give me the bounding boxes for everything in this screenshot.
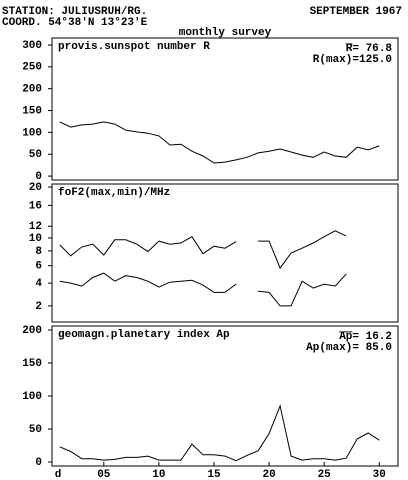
- y-tick-label: 0: [35, 457, 42, 469]
- y-tick-label: 16: [29, 200, 42, 212]
- coordinates: COORD. 54°38'N 13°23'E: [2, 17, 148, 29]
- x-tick-label: 15: [207, 469, 221, 480]
- y-tick-label: 300: [22, 40, 42, 52]
- y-tick-label: 100: [22, 127, 42, 139]
- y-tick-label: 12: [29, 221, 42, 233]
- y-tick-label: 200: [22, 84, 42, 96]
- y-tick-label: 6: [35, 261, 42, 273]
- panel-title: provis.sunspot number R: [58, 41, 210, 53]
- station: STATION: JULIUSRUH/RG.: [2, 6, 147, 18]
- x-axis-label: d: [55, 469, 62, 480]
- annotation: R(max)=125.0: [313, 54, 392, 66]
- data-line: [59, 230, 347, 270]
- panel-frame: [51, 37, 399, 181]
- y-tick-label: 150: [22, 358, 42, 370]
- data-line: [59, 121, 380, 164]
- panel-frame: [51, 183, 399, 323]
- y-tick-label: 100: [22, 391, 42, 403]
- y-tick-label: 50: [29, 424, 42, 436]
- y-tick-label: 200: [22, 325, 42, 337]
- data-line: [59, 404, 380, 462]
- y-tick-label: 0: [35, 171, 42, 183]
- y-tick-label: 20: [29, 182, 42, 194]
- x-tick-label: 25: [318, 469, 332, 480]
- annotation: R= 76.8: [346, 43, 393, 55]
- y-tick-label: 250: [22, 62, 42, 74]
- panel-title: foF2(max,min)/MHz: [58, 187, 170, 199]
- y-tick-label: 50: [29, 149, 42, 161]
- x-tick-label: 05: [97, 469, 111, 480]
- panel-title: geomagn.planetary index Ap: [58, 329, 230, 341]
- x-tick-label: 20: [262, 469, 275, 480]
- x-tick-label: 30: [373, 469, 386, 480]
- data-line: [59, 272, 347, 307]
- y-tick-label: 10: [29, 233, 42, 245]
- month: SEPTEMBER 1967: [310, 6, 402, 18]
- y-tick-label: 4: [35, 278, 42, 290]
- y-tick-label: 150: [22, 105, 42, 117]
- annotation: Ap(max)= 85.0: [306, 342, 392, 354]
- annotation: Ap= 16.2: [339, 331, 392, 343]
- x-tick-label: 10: [152, 469, 165, 480]
- y-tick-label: 2: [35, 301, 42, 313]
- y-tick-label: 8: [35, 246, 42, 258]
- subtitle: monthly survey: [179, 27, 272, 39]
